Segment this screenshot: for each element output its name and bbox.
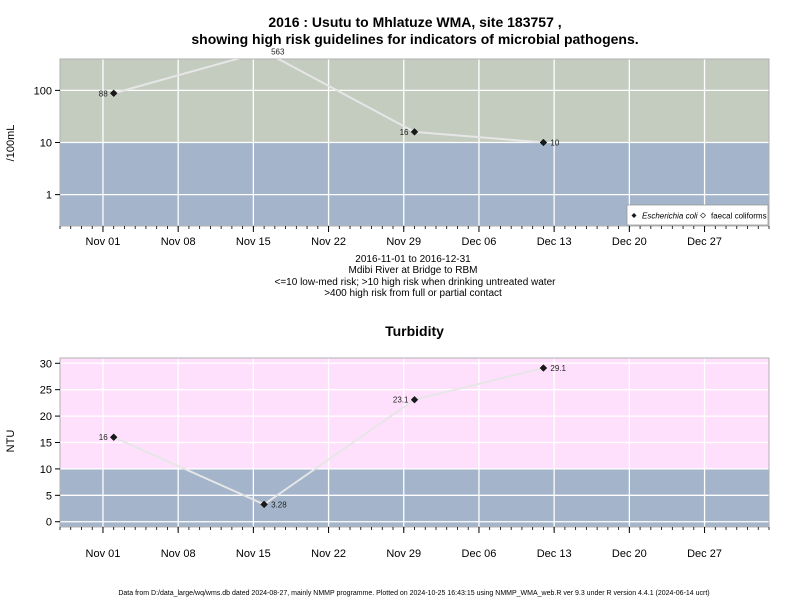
x-tick-label-2: Nov 15 [236, 548, 271, 560]
legend: Escherichia coli faecal coliforms [626, 204, 769, 226]
y-tick-label-5: 25 [40, 385, 52, 397]
data-label-2: 16 [400, 128, 409, 137]
data-label-2: 23.1 [393, 396, 409, 405]
series-layer [109, 48, 548, 147]
x-tick-label-8: Dec 27 [687, 236, 722, 248]
turbidity-chart: Turbidity 0 5 10 15 20 25 30 Nov 01 Nov 08 Nov 15 N… [5, 323, 770, 560]
y-tick-label-1: 5 [46, 490, 52, 502]
y-tick-label-0: 0 [46, 517, 52, 529]
data-point-2 [410, 128, 419, 136]
series-line [113, 59, 544, 144]
y-tick-label-6: 30 [40, 358, 52, 370]
legend-faecal-coliforms-label: faecal coliforms [711, 212, 767, 221]
data-label-1: 563 [271, 47, 285, 56]
subtitle-site-name: Mdibi River at Bridge to RBM [349, 265, 478, 276]
figure-title-line1: 2016 : Usutu to Mhlatuze WMA, site 18375… [268, 14, 561, 30]
y-tick-label-2: 10 [40, 464, 52, 476]
data-point-1 [261, 48, 268, 55]
x-tick-label-4: Nov 29 [386, 548, 421, 560]
x-tick-label-6: Dec 13 [537, 236, 572, 248]
data-point-0 [109, 89, 118, 98]
footer-note: Data from D:/data_large/wq/wms.db dated … [118, 590, 709, 597]
x-tick-label-8: Dec 27 [687, 548, 722, 560]
series-layer [109, 364, 548, 509]
chart-title-turbidity: Turbidity [385, 323, 444, 339]
data-point-1 [260, 500, 268, 509]
x-tick-label-3: Nov 22 [311, 236, 346, 248]
legend-ecoli-label: Escherichia coli [642, 212, 698, 221]
data-label-0: 88 [99, 89, 108, 98]
y-axis-label: /100mL [5, 125, 17, 162]
x-tick-label-2: Nov 15 [236, 236, 271, 248]
y-tick-label-3: 15 [40, 438, 52, 450]
data-point-0 [109, 433, 118, 441]
subtitle-date-range: 2016-11-01 to 2016-12-31 [355, 254, 471, 265]
y-tick-label-2: 100 [34, 85, 52, 97]
data-point-3 [539, 138, 548, 147]
x-tick-label-5: Dec 06 [462, 236, 497, 248]
data-label-3: 10 [550, 139, 559, 148]
x-tick-label-4: Nov 29 [386, 236, 421, 248]
y-tick-label-0: 1 [46, 190, 52, 202]
subtitle-risk-guideline-2: >400 high risk from full or partial cont… [324, 288, 502, 299]
y-axis-label: NTU [5, 430, 17, 453]
series-line [113, 367, 544, 506]
risk-band-1 [60, 358, 769, 469]
data-label-1: 3.28 [271, 500, 287, 509]
data-label-3: 29.1 [550, 364, 566, 373]
x-tick-label-3: Nov 22 [311, 548, 346, 560]
data-point-3 [539, 364, 548, 372]
data-point-2 [410, 395, 419, 404]
x-tick-label-7: Dec 20 [612, 548, 647, 560]
x-tick-label-5: Dec 06 [462, 548, 497, 560]
ecoli-chart: 1 10 100 Nov 01 Nov 08 Nov 15 Nov 22 Nov 29 Dec … [5, 47, 770, 248]
x-tick-label-1: Nov 08 [161, 548, 196, 560]
subtitle-risk-guideline-1: <=10 low-med risk; >10 high risk when dr… [275, 277, 557, 288]
x-tick-label-6: Dec 13 [537, 548, 572, 560]
x-tick-label-0: Nov 01 [86, 236, 121, 248]
x-tick-label-7: Dec 20 [612, 236, 647, 248]
x-tick-label-1: Nov 08 [161, 236, 196, 248]
legend-ecoli-marker [631, 213, 637, 218]
x-tick-label-0: Nov 01 [86, 548, 121, 560]
y-tick-label-4: 20 [40, 411, 52, 423]
legend-faecal-coliforms-marker [700, 212, 706, 219]
figure-title-line2: showing high risk guidelines for indicat… [191, 31, 638, 47]
risk-band-0 [60, 468, 769, 527]
y-tick-label-1: 10 [40, 138, 52, 150]
data-label-0: 16 [99, 433, 108, 442]
legend-box [626, 204, 769, 226]
